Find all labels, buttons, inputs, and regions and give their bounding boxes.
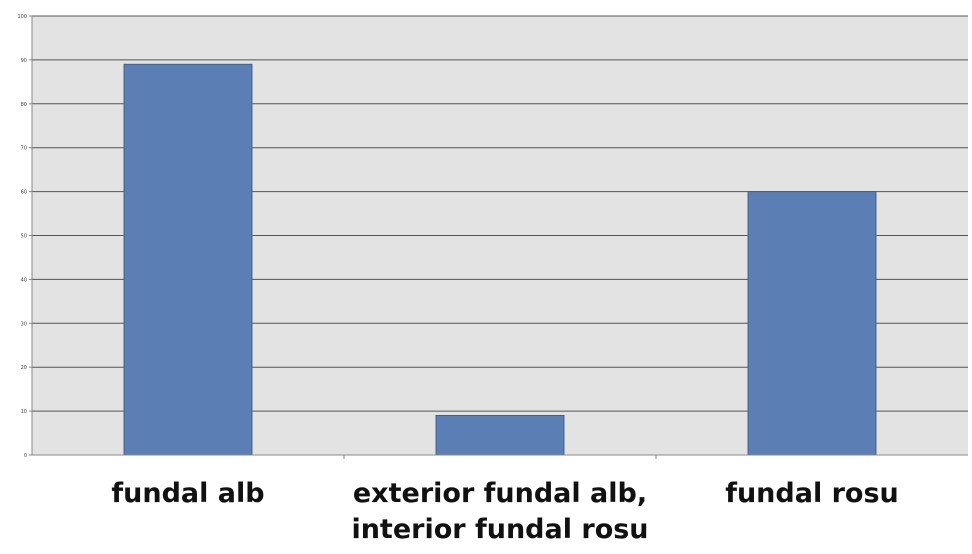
y-tick-label: 90 xyxy=(21,58,27,64)
x-category-label: fundal alb xyxy=(111,478,264,509)
y-tick-label: 40 xyxy=(21,277,27,283)
x-category-label: fundal rosu xyxy=(725,478,899,509)
y-tick-label: 30 xyxy=(21,321,27,327)
y-tick-label: 50 xyxy=(21,234,27,240)
bar-3 xyxy=(747,191,877,456)
bar-2 xyxy=(435,414,565,456)
bars xyxy=(123,63,877,456)
axes xyxy=(31,16,968,459)
x-category-label: exterior fundal alb, interior fundal rosu xyxy=(351,478,648,545)
y-tick-label: 0 xyxy=(24,453,27,459)
y-tick-label: 60 xyxy=(21,190,27,196)
category-labels: fundal alb exterior fundal alb, interior f… xyxy=(111,478,898,545)
bar-1 xyxy=(123,63,253,456)
y-tick-label: 100 xyxy=(17,14,27,20)
y-tick-label: 20 xyxy=(21,365,27,371)
y-tick-label: 80 xyxy=(21,102,27,108)
y-tick-label: 10 xyxy=(21,409,27,415)
y-axis-tick-labels: 0 10 20 30 40 50 60 70 80 90 100 xyxy=(17,14,32,459)
y-tick-label: 70 xyxy=(21,146,27,152)
